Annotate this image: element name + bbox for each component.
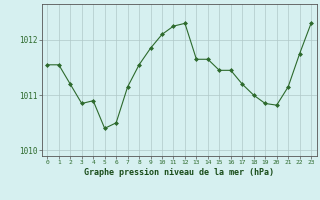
X-axis label: Graphe pression niveau de la mer (hPa): Graphe pression niveau de la mer (hPa) (84, 168, 274, 177)
